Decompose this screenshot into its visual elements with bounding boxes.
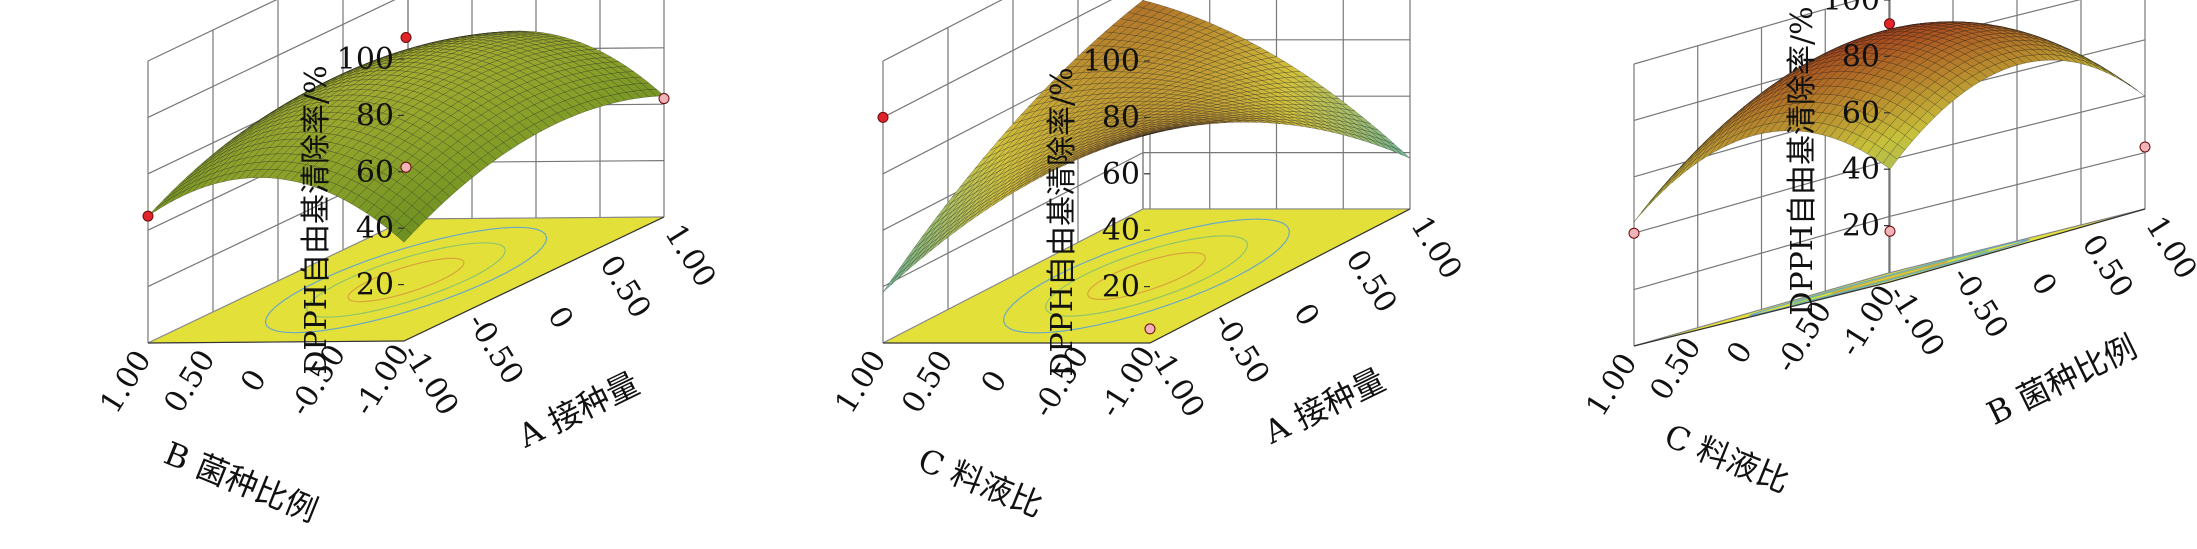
x-tick-label: -0.50 (1206, 307, 1276, 391)
design-point (1144, 323, 1156, 335)
x-tick-label: 1.00 (1404, 210, 1469, 285)
x-tick-label: -0.50 (1945, 261, 2015, 345)
x-axis-label: A 接种量 (511, 364, 645, 455)
design-point (1884, 18, 1895, 30)
z-tick-label: 100 (1823, 0, 1880, 18)
z-tick-label: 80 (1842, 39, 1880, 74)
x-tick-label: 0 (1286, 298, 1326, 333)
z-tick-label: 40 (356, 211, 394, 246)
z-tick-labels: 20 40 60 80 100 (337, 42, 404, 303)
z-tick-label: 80 (356, 98, 394, 133)
y-tick-label: 0 (234, 364, 274, 399)
x-tick-label: 0.50 (2075, 229, 2140, 304)
z-axis-label: DPPH自由基清除率/% (1785, 6, 1820, 315)
x-tick-label: 1.00 (658, 218, 723, 293)
y-tick-label: 1.00 (828, 344, 893, 419)
x-tick-label: 0.50 (593, 249, 658, 324)
y-tick-label: 0.50 (157, 344, 222, 419)
y-tick-label: 0.50 (895, 344, 960, 419)
x-axis-label: A 接种量 (1257, 361, 1391, 452)
response-surface (1633, 21, 2146, 223)
z-tick-label: 100 (1083, 44, 1140, 79)
y-tick-labels: -1.00-0.50 0 0.501.00 (828, 340, 1163, 424)
x-tick-label: 0 (2024, 267, 2064, 302)
x-tick-label: -0.50 (460, 307, 530, 391)
y-tick-label: -1.00 (347, 338, 417, 422)
z-tick-label: 20 (356, 268, 394, 303)
z-tick-labels: 20 40 60 80 100 (1823, 0, 1890, 244)
z-tick-label: 60 (356, 155, 394, 190)
y-tick-label: 0 (1720, 336, 1760, 371)
design-points (142, 31, 670, 222)
y-tick-label: 0 (975, 365, 1015, 400)
design-point (877, 111, 889, 123)
design-point (400, 31, 412, 43)
z-tick-label: 60 (1102, 157, 1140, 192)
z-axis-label: DPPH自由基清除率/% (1045, 67, 1080, 376)
contour-floor (882, 208, 1411, 344)
floor-contours (264, 226, 548, 334)
floor-contours (1002, 218, 1291, 334)
x-axis-label: B 菌种比例 (1981, 328, 2143, 433)
design-point (400, 161, 412, 173)
z-tick-labels: 20 40 60 80 100 (1083, 44, 1150, 305)
y-axis-label: C 料液比 (913, 441, 1048, 525)
x-tick-label: 1.00 (2139, 210, 2197, 285)
response-surface (882, 0, 1411, 293)
y-axis-label: B 菌种比例 (159, 434, 323, 530)
y-tick-label: -0.50 (1026, 340, 1096, 424)
design-point (658, 93, 670, 105)
axis-front-edges (147, 216, 665, 344)
x-tick-label: 0 (540, 301, 580, 336)
y-axis-label: C 料液比 (1659, 417, 1794, 501)
design-point (2139, 141, 2151, 153)
y-tick-label: 1.00 (93, 344, 158, 419)
z-tick-label: 60 (1842, 96, 1880, 131)
y-tick-labels: -1.00-0.50 0 0.501.00 (93, 338, 417, 422)
z-tick-label: 100 (337, 42, 394, 77)
z-tick-label: 40 (1842, 152, 1880, 187)
design-point (142, 210, 154, 222)
z-tick-label: 80 (1102, 100, 1140, 135)
y-tick-label: 0.50 (1643, 331, 1708, 406)
design-point (1628, 227, 1640, 239)
design-points (1628, 18, 2151, 239)
y-tick-label: -1.00 (1093, 340, 1163, 424)
y-tick-label: -0.50 (283, 339, 353, 423)
y-tick-label: 1.00 (1579, 347, 1644, 422)
axis-front-edges (1633, 208, 2146, 347)
axis-front-edges (883, 208, 1411, 344)
response-surface (147, 30, 665, 243)
z-axis-label: DPPH自由基清除率/% (299, 65, 334, 374)
z-tick-label: 20 (1102, 270, 1140, 305)
z-tick-label: 40 (1102, 213, 1140, 248)
floor-contours (1748, 238, 2031, 317)
z-tick-label: 20 (1842, 209, 1880, 244)
design-points (877, 111, 1156, 335)
x-tick-label: 0.50 (1339, 244, 1404, 319)
design-point (1884, 225, 1896, 237)
